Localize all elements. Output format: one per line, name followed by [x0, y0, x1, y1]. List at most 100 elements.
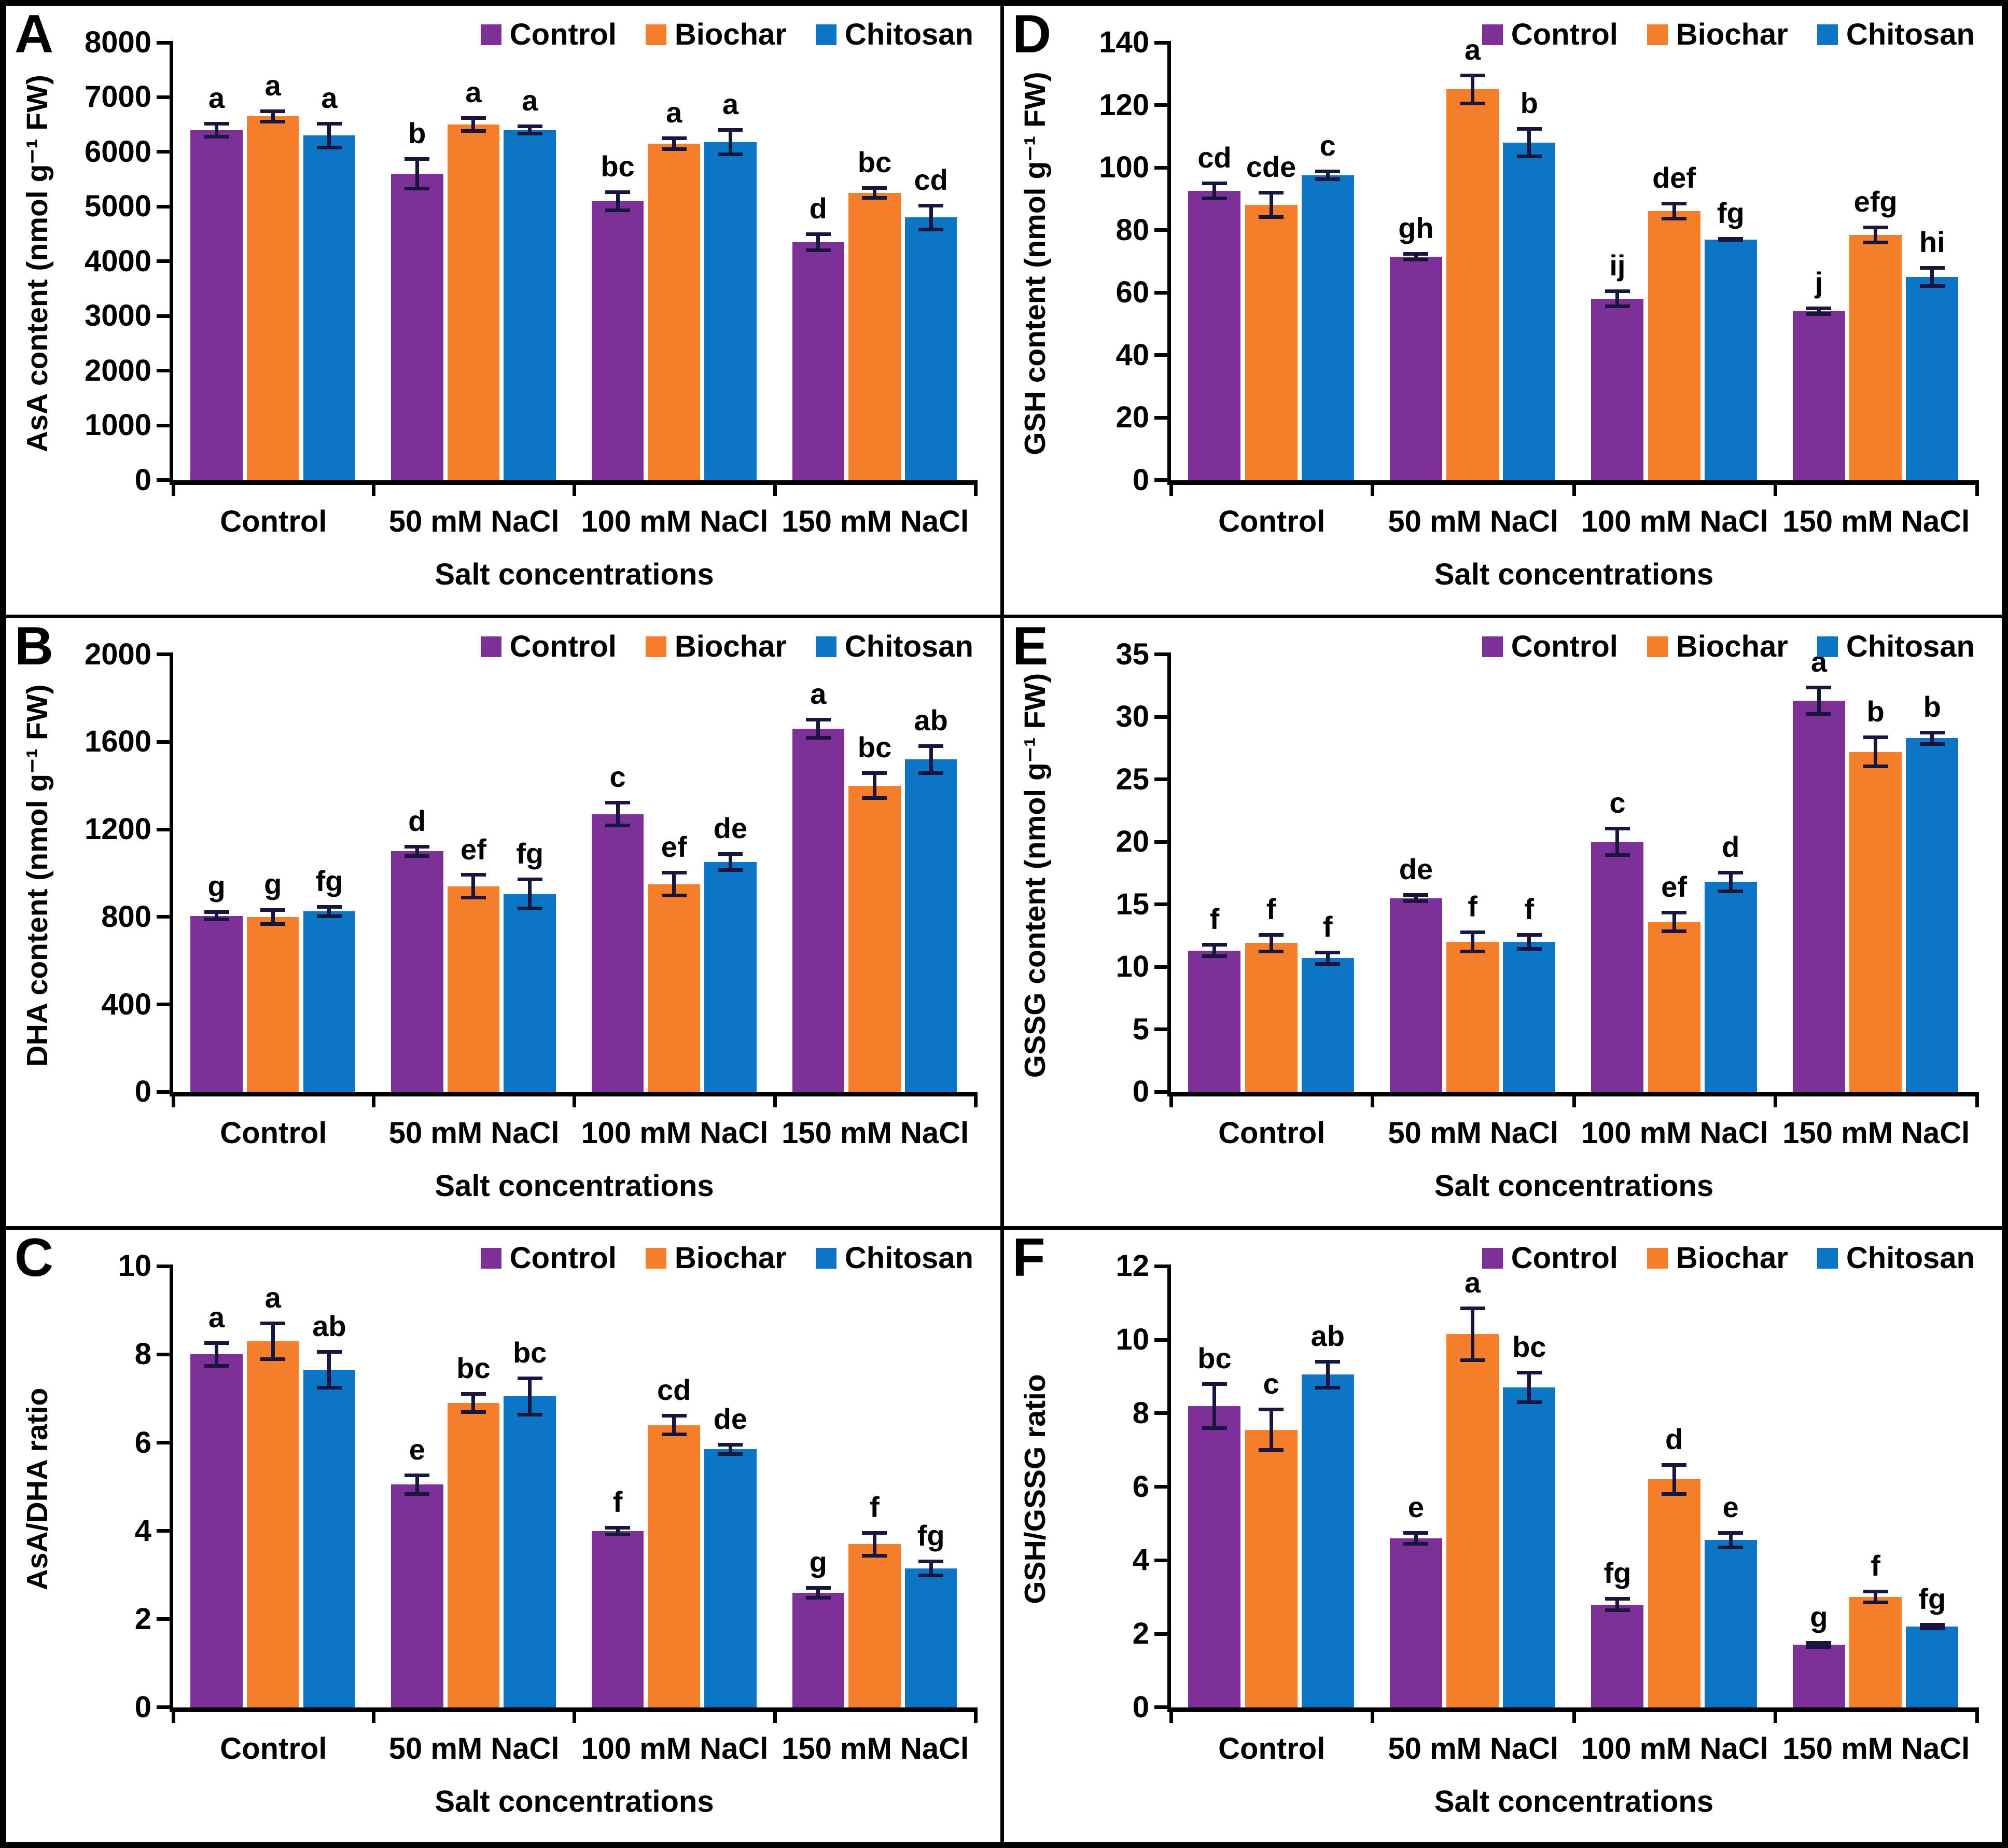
legend-item-biochar: Biochar [1647, 20, 1788, 50]
error-bar-stem [728, 128, 732, 157]
error-bar-cap-bottom [405, 1492, 430, 1496]
error-bar-cap-top [204, 910, 229, 914]
significance-letter: ef [1661, 870, 1687, 903]
error-bar [316, 905, 342, 918]
significance-letter: g [1810, 1601, 1828, 1634]
error-bar-cap-top [1315, 950, 1341, 954]
legend-label: Chitosan [844, 1241, 973, 1275]
significance-letter: ef [461, 832, 486, 866]
error-bar-stem [1930, 730, 1934, 746]
significance-letter: de [713, 812, 748, 845]
error-bar [1919, 266, 1945, 288]
legend: Control Biochar Chitosan [480, 631, 973, 662]
error-bar-cap-bottom [661, 147, 687, 151]
significance-letter: b [1866, 695, 1885, 728]
error-bar-cap-top [605, 1525, 631, 1530]
legend-item-control: Control [1482, 20, 1618, 50]
bar-control-1 [1188, 191, 1241, 480]
error-bar [862, 771, 887, 800]
error-bar-cap-bottom [517, 132, 542, 136]
y-axis-label: GSH content (nmol g⁻¹ FW) [1019, 72, 1052, 455]
y-tick-mark [1154, 415, 1171, 420]
y-tick-mark [1154, 1558, 1171, 1562]
error-bar-cap-top [204, 121, 229, 126]
y-axis-label: AsA/DHA ratio [21, 1387, 54, 1591]
error-bar-cap-top [1202, 943, 1227, 947]
error-bar-cap-bottom [1919, 284, 1945, 288]
significance-letter: f [612, 1485, 623, 1518]
bar-chitosan-4 [904, 217, 957, 480]
error-bar-stem [215, 121, 219, 138]
x-axis-title: Salt concentrations [1434, 557, 1714, 591]
significance-letter: fg [315, 864, 343, 897]
legend-item-biochar: Biochar [645, 20, 787, 50]
y-tick-label: 8 [134, 1337, 151, 1371]
error-bar-stem [929, 204, 933, 231]
error-bar [1259, 191, 1284, 219]
y-tick-mark [157, 369, 173, 373]
bar-biochar-1 [1245, 205, 1298, 480]
error-bar [1863, 225, 1888, 244]
y-tick-label: 2 [134, 1602, 151, 1636]
x-tick-mark [1371, 480, 1374, 496]
bar-biochar-1 [246, 916, 299, 1092]
legend-item-chitosan: Chitosan [815, 20, 973, 50]
y-tick-mark [157, 314, 173, 318]
x-tick-mark [1371, 1707, 1374, 1723]
error-bar-stem [1212, 943, 1217, 958]
x-category-label: 50 mM NaCl [388, 1731, 560, 1766]
bar-chitosan-3 [704, 142, 757, 480]
bar-biochar-3 [648, 1425, 700, 1707]
error-bar-stem [1269, 191, 1273, 219]
error-bar-cap-bottom [918, 771, 944, 775]
y-tick-mark [157, 1352, 173, 1356]
error-bar-cap-top [405, 844, 430, 849]
bar-control-1 [190, 1354, 243, 1707]
plot-area: 0 400 800 1200 1600 2000 Control 50 mM NaCl 100 … [85, 637, 978, 1203]
error-bar-cap-bottom [805, 248, 831, 252]
error-bar-cap-top [1919, 730, 1945, 734]
error-bar-cap-bottom [1718, 890, 1744, 894]
chart-panel-c: C Control Biochar Chitosan AsA/DHA ratio 0 2 4 6… [6, 1230, 1004, 1842]
error-bar-cap-bottom [1718, 1546, 1744, 1550]
error-bar-cap-bottom [1605, 1608, 1630, 1612]
error-bar-stem [1471, 930, 1475, 953]
bar-biochar-4 [848, 193, 901, 480]
error-bar-cap-top [605, 801, 631, 805]
error-bar-cap-bottom [260, 120, 286, 124]
error-bar-stem [1930, 1622, 1934, 1631]
significance-letter: c [1319, 129, 1336, 162]
error-bar [605, 1525, 631, 1536]
bar-control-3 [1591, 299, 1644, 480]
plot-area: 0 20 40 60 80 100 120 140 Control 50 mM NaCl 100 m… [1099, 25, 1979, 591]
error-bar-stem [872, 771, 876, 800]
x-category-label: 50 mM NaCl [1388, 1731, 1559, 1766]
error-bar-cap-bottom [1605, 304, 1630, 309]
x-category-label: 50 mM NaCl [388, 1116, 560, 1150]
legend-item-control: Control [1482, 1243, 1618, 1273]
y-tick-mark [157, 204, 173, 209]
error-bar-stem [1817, 1641, 1821, 1649]
error-bar-cap-bottom [1605, 853, 1630, 857]
significance-letter: e [1407, 1490, 1424, 1523]
error-bar-cap-bottom [204, 918, 229, 922]
legend-swatch-icon [1817, 636, 1838, 657]
significance-letter: a [810, 677, 827, 710]
legend-item-chitosan: Chitosan [815, 1241, 973, 1275]
error-bar [1315, 950, 1341, 966]
error-bar [1863, 735, 1888, 768]
error-bar-cap-top [1863, 1590, 1888, 1594]
error-bar-cap-bottom [1315, 962, 1341, 966]
error-bar [1516, 127, 1542, 158]
bar-biochar-4 [848, 1544, 901, 1707]
error-bar-stem [1212, 182, 1217, 201]
error-bar-cap-top [1662, 1463, 1687, 1467]
error-bar [918, 1560, 944, 1578]
legend-swatch-icon [1482, 1248, 1503, 1269]
x-category-label: 100 mM NaCl [1581, 1116, 1768, 1150]
significance-letter: fg [1717, 196, 1745, 229]
panel-letter: B [15, 618, 54, 676]
error-bar-cap-top [260, 109, 286, 113]
error-bar-cap-bottom [1460, 949, 1485, 953]
error-bar [1718, 870, 1744, 894]
